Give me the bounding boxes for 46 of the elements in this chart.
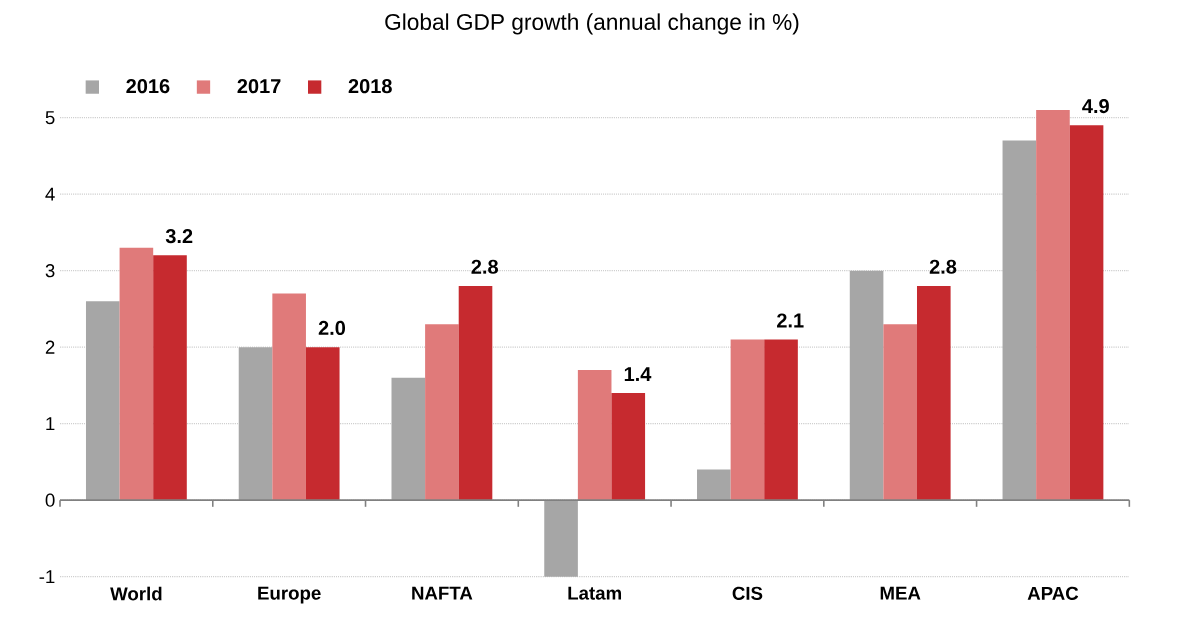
- bar: [153, 255, 187, 501]
- bar: [238, 347, 273, 501]
- data-label: 4.9: [1082, 99, 1109, 114]
- bar: [849, 270, 884, 501]
- bar: [916, 285, 951, 501]
- bar: [577, 370, 612, 501]
- bar: [1002, 140, 1037, 501]
- bar: [391, 377, 426, 501]
- bar: [1069, 125, 1104, 501]
- data-label: 3.2: [165, 229, 193, 244]
- y-tick-label: 3: [45, 264, 55, 278]
- x-tick-label: CIS: [732, 586, 763, 600]
- data-label: 2.0: [318, 320, 346, 336]
- bar: [697, 469, 731, 501]
- bar: [764, 339, 798, 501]
- bar: [85, 301, 120, 501]
- data-label: 2.1: [777, 313, 804, 328]
- x-tick-label: World: [110, 586, 162, 601]
- x-tick-label: Latam: [568, 586, 622, 600]
- y-tick-label: 0: [45, 493, 55, 507]
- bar: [272, 293, 306, 501]
- bar: [119, 247, 154, 501]
- data-label: 1.4: [624, 367, 652, 381]
- data-label: 2.8: [929, 259, 957, 274]
- bar: [730, 339, 765, 501]
- bar: [611, 393, 646, 501]
- x-tick-label: APAC: [1027, 586, 1079, 600]
- x-tick-label: Europe: [258, 586, 321, 604]
- y-tick-label: 2: [45, 340, 55, 354]
- y-tick-label: -1: [39, 570, 55, 584]
- x-tick-label: NAFTA: [412, 586, 473, 600]
- bar: [1036, 109, 1070, 501]
- bar: [544, 500, 578, 577]
- bar: [425, 324, 459, 501]
- bar: [458, 285, 493, 501]
- y-tick-label: 4: [45, 187, 55, 201]
- data-label: 2.8: [471, 259, 498, 274]
- y-tick-label: 5: [45, 111, 55, 125]
- bar: [883, 324, 917, 501]
- bar: [305, 347, 340, 501]
- legend-label: 2018: [348, 79, 392, 94]
- legend-label: 2017: [237, 79, 281, 94]
- x-tick-label: MEA: [880, 586, 921, 600]
- y-tick-label: 1: [46, 417, 55, 431]
- chart-title: Global GDP growth (annual change in %): [385, 13, 799, 35]
- legend-label: 2016: [126, 79, 170, 94]
